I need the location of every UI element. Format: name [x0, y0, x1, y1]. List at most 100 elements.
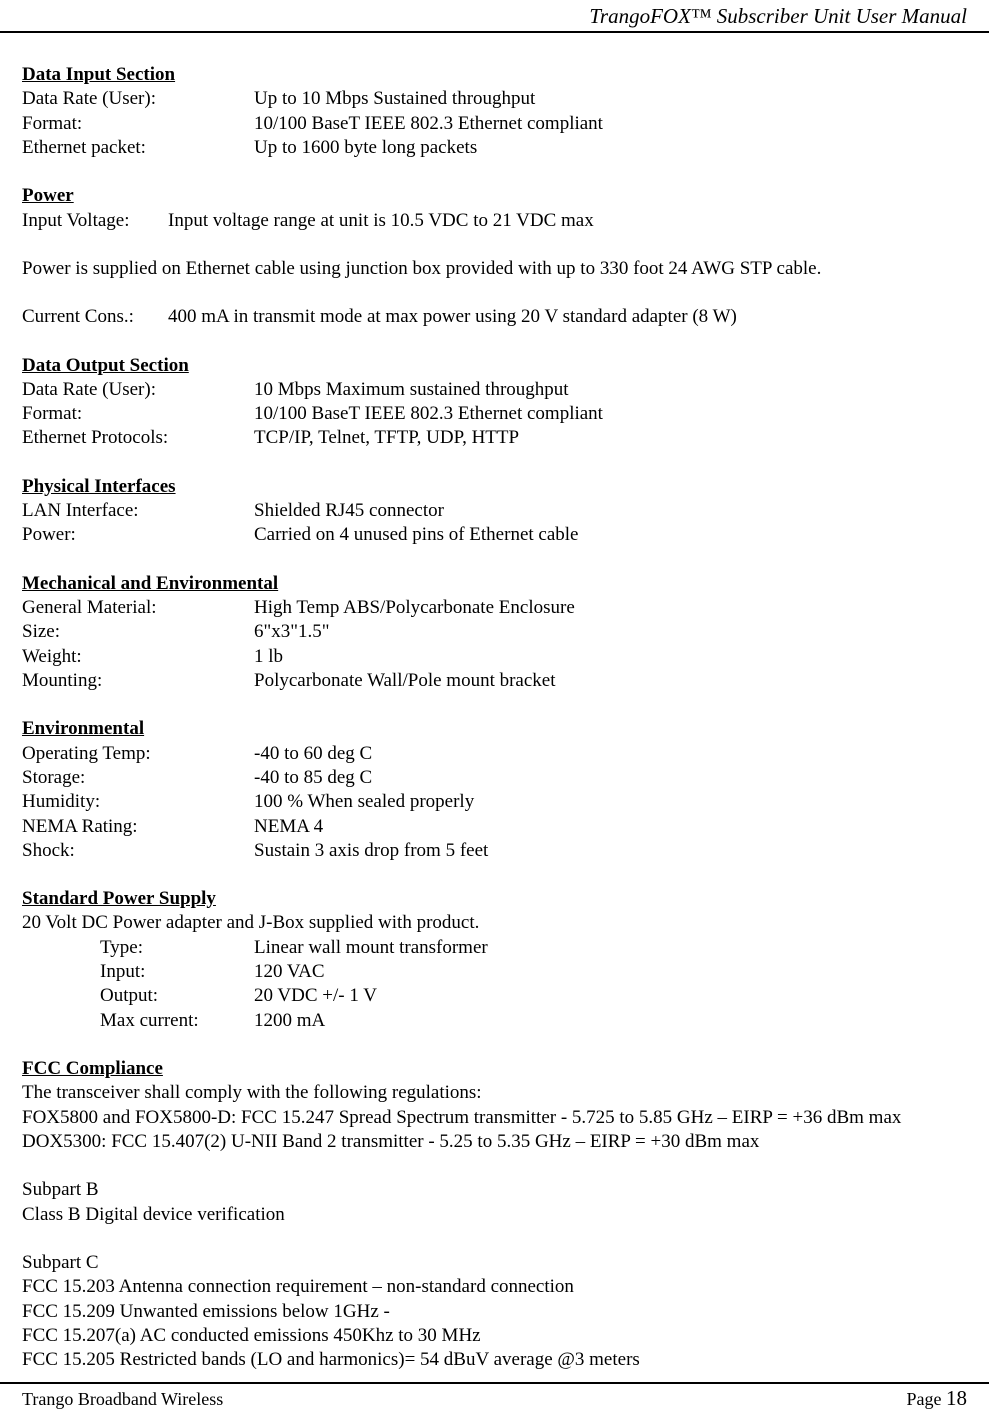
spec-row: Max current: 1200 mA: [22, 1009, 967, 1033]
spec-value: NEMA 4: [254, 815, 967, 839]
spec-row: Current Cons.: 400 mA in transmit mode a…: [22, 305, 967, 329]
spec-label: Storage:: [22, 766, 254, 790]
spec-label: Input Voltage:: [22, 209, 168, 233]
spec-row: Weight: 1 lb: [22, 645, 967, 669]
spec-row: Power: Carried on 4 unused pins of Ether…: [22, 523, 967, 547]
section-physical-interfaces: Physical Interfaces LAN Interface: Shiel…: [22, 475, 967, 548]
heading-physical-interfaces: Physical Interfaces: [22, 475, 176, 499]
spec-label: Shock:: [22, 839, 254, 863]
spec-row: Humidity: 100 % When sealed properly: [22, 790, 967, 814]
spec-value: 10/100 BaseT IEEE 802.3 Ethernet complia…: [254, 112, 967, 136]
spec-label: Weight:: [22, 645, 254, 669]
heading-mechanical: Mechanical and Environmental: [22, 572, 278, 596]
subpart-c-line: FCC 15.207(a) AC conducted emissions 450…: [22, 1324, 967, 1348]
spec-label: Current Cons.:: [22, 305, 168, 329]
section-environmental: Environmental Operating Temp: -40 to 60 …: [22, 717, 967, 863]
spec-value: TCP/IP, Telnet, TFTP, UDP, HTTP: [254, 426, 967, 450]
spec-row: Ethernet Protocols: TCP/IP, Telnet, TFTP…: [22, 426, 967, 450]
spec-row: Operating Temp: -40 to 60 deg C: [22, 742, 967, 766]
subpart-c-title: Subpart C: [22, 1251, 967, 1275]
power-paragraph: Power is supplied on Ethernet cable usin…: [22, 257, 967, 281]
page-content: Data Input Section Data Rate (User): Up …: [0, 33, 989, 1382]
spec-value: Up to 10 Mbps Sustained throughput: [254, 87, 967, 111]
heading-environmental: Environmental: [22, 717, 144, 741]
spec-value: -40 to 60 deg C: [254, 742, 967, 766]
section-data-output: Data Output Section Data Rate (User): 10…: [22, 354, 967, 451]
section-power: Power Input Voltage: Input voltage range…: [22, 184, 967, 329]
page-header: TrangoFOX™ Subscriber Unit User Manual: [0, 0, 989, 33]
spec-row: Format: 10/100 BaseT IEEE 802.3 Ethernet…: [22, 402, 967, 426]
spec-value: 6"x3"1.5": [254, 620, 967, 644]
spec-row: Data Rate (User): Up to 10 Mbps Sustaine…: [22, 87, 967, 111]
section-mechanical: Mechanical and Environmental General Mat…: [22, 572, 967, 694]
spec-label: Output:: [100, 984, 254, 1008]
spec-row: LAN Interface: Shielded RJ45 connector: [22, 499, 967, 523]
spec-value: 1200 mA: [254, 1009, 967, 1033]
spec-row: General Material: High Temp ABS/Polycarb…: [22, 596, 967, 620]
spec-value: Up to 1600 byte long packets: [254, 136, 967, 160]
spec-value: -40 to 85 deg C: [254, 766, 967, 790]
spec-label: Ethernet packet:: [22, 136, 254, 160]
spec-value: 10 Mbps Maximum sustained throughput: [254, 378, 967, 402]
section-fcc: FCC Compliance The transceiver shall com…: [22, 1057, 967, 1372]
spec-value: Sustain 3 axis drop from 5 feet: [254, 839, 967, 863]
spec-row: Shock: Sustain 3 axis drop from 5 feet: [22, 839, 967, 863]
spec-label: Power:: [22, 523, 254, 547]
spec-row: Format: 10/100 BaseT IEEE 802.3 Ethernet…: [22, 112, 967, 136]
spec-value: Shielded RJ45 connector: [254, 499, 967, 523]
heading-power-supply: Standard Power Supply: [22, 887, 216, 911]
heading-data-output: Data Output Section: [22, 354, 189, 378]
section-power-supply: Standard Power Supply 20 Volt DC Power a…: [22, 887, 967, 1033]
spec-value: Polycarbonate Wall/Pole mount bracket: [254, 669, 967, 693]
spec-row: Size: 6"x3"1.5": [22, 620, 967, 644]
section-data-input: Data Input Section Data Rate (User): Up …: [22, 63, 967, 160]
spec-label: Ethernet Protocols:: [22, 426, 254, 450]
spec-label: LAN Interface:: [22, 499, 254, 523]
spec-label: Format:: [22, 112, 254, 136]
footer-right: Page 18: [907, 1386, 968, 1411]
subpart-b-line: Class B Digital device verification: [22, 1203, 967, 1227]
spec-row: Ethernet packet: Up to 1600 byte long pa…: [22, 136, 967, 160]
spec-row: Storage: -40 to 85 deg C: [22, 766, 967, 790]
spec-value: 1 lb: [254, 645, 967, 669]
spec-value: 120 VAC: [254, 960, 967, 984]
fcc-line: The transceiver shall comply with the fo…: [22, 1081, 967, 1105]
heading-power: Power: [22, 184, 74, 208]
spec-label: Mounting:: [22, 669, 254, 693]
spec-value: Linear wall mount transformer: [254, 936, 967, 960]
spec-row: Output: 20 VDC +/- 1 V: [22, 984, 967, 1008]
spec-row: Data Rate (User): 10 Mbps Maximum sustai…: [22, 378, 967, 402]
spec-row: Input Voltage: Input voltage range at un…: [22, 209, 967, 233]
spec-label: Max current:: [100, 1009, 254, 1033]
footer-page-number: 18: [946, 1386, 967, 1410]
power-supply-intro: 20 Volt DC Power adapter and J-Box suppl…: [22, 911, 967, 935]
spec-label: Input:: [100, 960, 254, 984]
page-container: TrangoFOX™ Subscriber Unit User Manual D…: [0, 0, 989, 1421]
spec-label: General Material:: [22, 596, 254, 620]
subpart-c-line: FCC 15.205 Restricted bands (LO and harm…: [22, 1348, 967, 1372]
fcc-line: FOX5800 and FOX5800-D: FCC 15.247 Spread…: [22, 1106, 967, 1130]
spec-row: Type: Linear wall mount transformer: [22, 936, 967, 960]
spec-label: Data Rate (User):: [22, 378, 254, 402]
heading-data-input: Data Input Section: [22, 63, 175, 87]
spec-label: Humidity:: [22, 790, 254, 814]
spec-row: Input: 120 VAC: [22, 960, 967, 984]
spec-value: 20 VDC +/- 1 V: [254, 984, 967, 1008]
header-title: TrangoFOX™ Subscriber Unit User Manual: [589, 4, 967, 28]
spec-value: Input voltage range at unit is 10.5 VDC …: [168, 209, 967, 233]
spec-value: 400 mA in transmit mode at max power usi…: [168, 305, 967, 329]
fcc-line: DOX5300: FCC 15.407(2) U-NII Band 2 tran…: [22, 1130, 967, 1154]
subpart-c-line: FCC 15.203 Antenna connection requiremen…: [22, 1275, 967, 1299]
spec-value: High Temp ABS/Polycarbonate Enclosure: [254, 596, 967, 620]
footer-page-label: Page: [907, 1389, 947, 1409]
spec-label: Type:: [100, 936, 254, 960]
spec-row: NEMA Rating: NEMA 4: [22, 815, 967, 839]
spec-label: Operating Temp:: [22, 742, 254, 766]
spec-value: Carried on 4 unused pins of Ethernet cab…: [254, 523, 967, 547]
page-footer: Trango Broadband Wireless Page 18: [0, 1382, 989, 1421]
spec-value: 100 % When sealed properly: [254, 790, 967, 814]
spec-row: Mounting: Polycarbonate Wall/Pole mount …: [22, 669, 967, 693]
spec-label: Data Rate (User):: [22, 87, 254, 111]
subpart-c-line: FCC 15.209 Unwanted emissions below 1GHz…: [22, 1300, 967, 1324]
spec-label: Size:: [22, 620, 254, 644]
